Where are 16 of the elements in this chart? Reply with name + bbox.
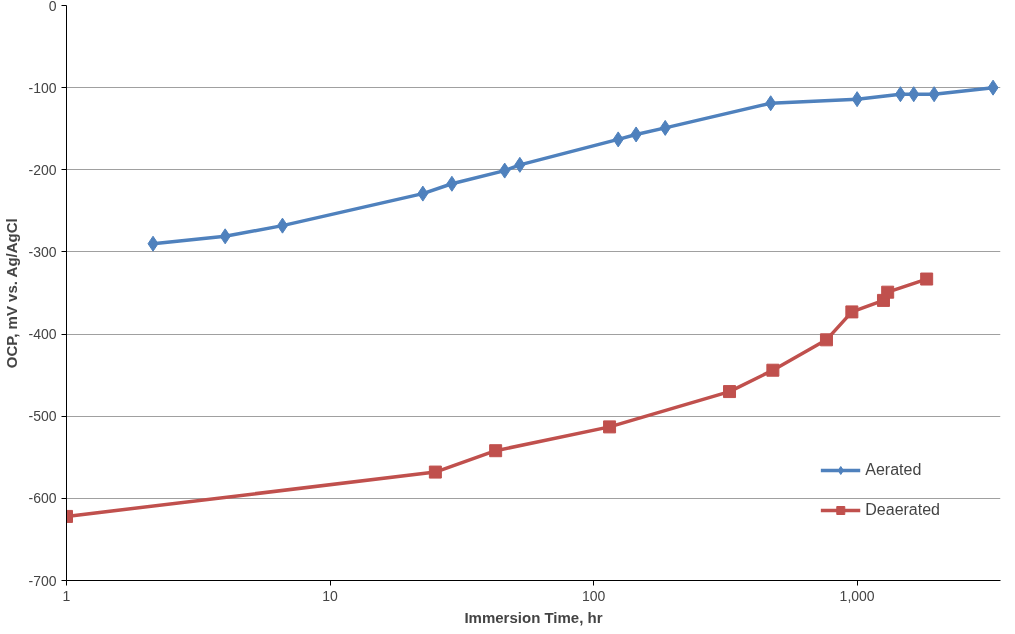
y-tick-label: -100 bbox=[28, 79, 57, 96]
y-tick-label: -200 bbox=[28, 161, 57, 178]
x-tick-label: 1,000 bbox=[839, 587, 875, 604]
y-axis-title: OCP, mV vs. Ag/AgCl bbox=[3, 218, 21, 369]
y-tick-label: -300 bbox=[28, 243, 57, 260]
y-tick-label: 0 bbox=[48, 0, 57, 14]
x-tick-label: 1 bbox=[62, 587, 71, 604]
y-tick-label: -500 bbox=[28, 408, 57, 425]
legend-label: Deaerated bbox=[865, 501, 940, 519]
legend-label: Aerated bbox=[865, 461, 922, 479]
y-tick-label: -400 bbox=[28, 326, 57, 343]
y-tick-label: -600 bbox=[28, 490, 57, 507]
x-tick-label: 100 bbox=[581, 587, 606, 604]
y-tick-label: -700 bbox=[28, 572, 57, 589]
x-tick-label: 10 bbox=[322, 587, 339, 604]
x-axis-title: Immersion Time, hr bbox=[464, 608, 603, 626]
